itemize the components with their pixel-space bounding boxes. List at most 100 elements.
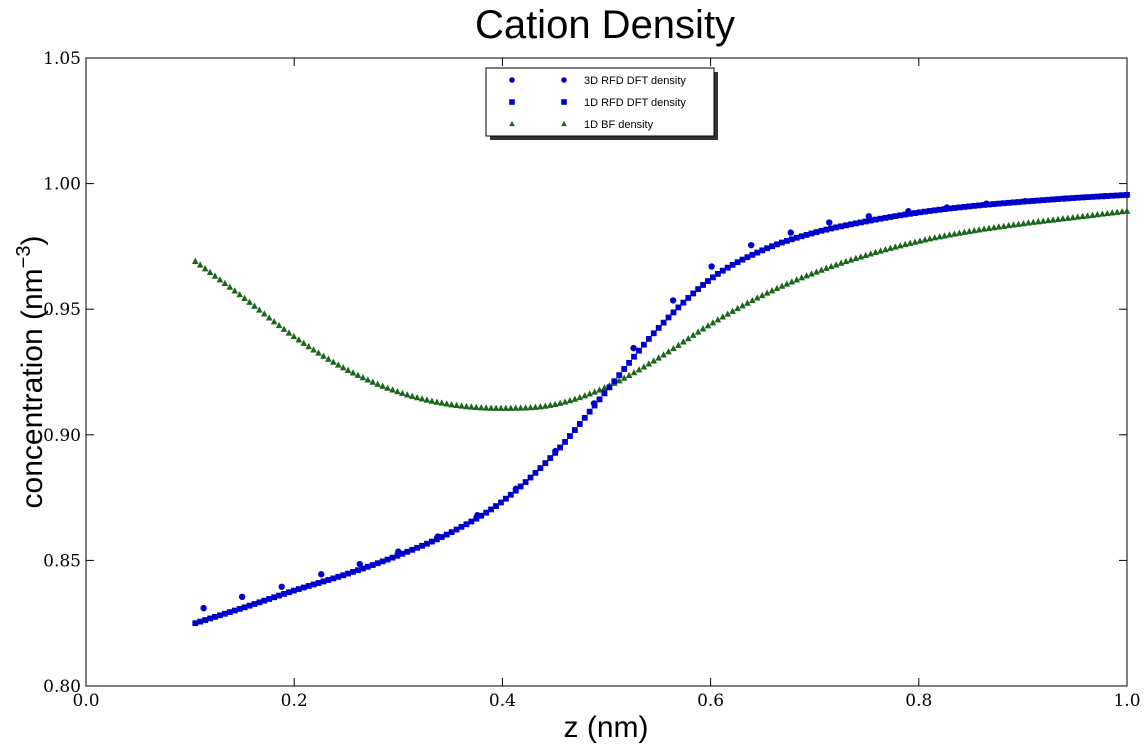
data-point-1d-bf bbox=[961, 228, 968, 235]
data-point-1d-bf bbox=[1049, 216, 1057, 223]
data-point-1d-bf bbox=[1034, 218, 1042, 225]
data-point-1d-bf bbox=[739, 302, 746, 309]
data-point-1d-bf bbox=[615, 377, 623, 384]
legend-box bbox=[485, 67, 715, 137]
data-point-1d-bf bbox=[630, 368, 638, 376]
data-point-1d-rfd bbox=[877, 215, 884, 222]
data-point-1d-bf bbox=[680, 338, 687, 345]
x-tick-label: 0.4 bbox=[489, 691, 516, 711]
data-point-1d-rfd bbox=[478, 512, 485, 519]
data-point-1d-bf bbox=[403, 391, 411, 398]
data-point-1d-rfd bbox=[788, 236, 795, 243]
data-point-3d-rfd bbox=[200, 604, 207, 612]
data-point-1d-bf bbox=[1108, 209, 1116, 216]
data-point-1d-bf bbox=[325, 355, 332, 362]
data-point-1d-bf bbox=[956, 229, 963, 236]
data-point-1d-rfd bbox=[256, 599, 263, 606]
x-tick-label: 0.2 bbox=[281, 691, 308, 711]
data-point-1d-bf bbox=[586, 390, 593, 397]
data-point-1d-bf bbox=[330, 358, 337, 365]
data-point-1d-bf bbox=[295, 336, 303, 343]
data-point-1d-bf bbox=[477, 404, 485, 411]
data-point-1d-rfd bbox=[468, 518, 475, 525]
data-point-1d-bf bbox=[507, 404, 515, 411]
data-point-3d-rfd bbox=[943, 204, 951, 211]
data-point-1d-bf bbox=[359, 374, 367, 381]
data-point-1d-rfd bbox=[823, 226, 830, 233]
data-point-1d-bf bbox=[995, 223, 1003, 230]
chart-title: Cation Density bbox=[475, 3, 735, 47]
data-point-1d-bf bbox=[926, 235, 934, 242]
data-marks bbox=[192, 192, 1131, 627]
data-point-3d-rfd bbox=[630, 344, 637, 352]
data-point-1d-bf bbox=[502, 404, 510, 411]
data-point-1d-rfd bbox=[714, 271, 721, 277]
data-point-1d-rfd bbox=[443, 531, 450, 538]
data-point-1d-rfd bbox=[951, 205, 958, 211]
data-point-1d-bf bbox=[374, 380, 382, 387]
data-point-1d-bf bbox=[458, 402, 465, 409]
data-point-1d-bf bbox=[418, 395, 426, 402]
y-tick-label: 0.95 bbox=[43, 300, 81, 320]
data-point-1d-rfd bbox=[310, 581, 317, 588]
data-point-3d-rfd bbox=[434, 533, 442, 540]
data-point-1d-bf bbox=[946, 231, 953, 238]
data-point-1d-rfd bbox=[1050, 196, 1056, 203]
data-point-1d-rfd bbox=[695, 286, 702, 293]
data-point-1d-rfd bbox=[1109, 192, 1116, 199]
data-point-1d-bf bbox=[911, 238, 919, 245]
data-point-1d-rfd bbox=[921, 208, 928, 215]
data-point-1d-rfd bbox=[290, 587, 297, 594]
data-point-1d-rfd bbox=[335, 573, 342, 580]
data-point-1d-bf bbox=[310, 346, 317, 353]
data-point-1d-bf bbox=[951, 230, 958, 237]
data-point-1d-rfd bbox=[473, 515, 480, 522]
data-point-1d-rfd bbox=[650, 330, 657, 337]
data-point-1d-rfd bbox=[926, 208, 933, 214]
data-point-1d-rfd bbox=[414, 544, 421, 551]
legend: 3D RFD DFT density 1D RFD DFT density 1D B… bbox=[485, 67, 718, 140]
data-point-1d-bf bbox=[625, 371, 633, 379]
data-point-1d-bf bbox=[882, 245, 889, 253]
data-point-1d-rfd bbox=[670, 309, 677, 316]
data-point-1d-bf bbox=[1079, 212, 1086, 220]
y-tick-label: 1.00 bbox=[43, 175, 81, 195]
data-point-1d-bf bbox=[778, 282, 786, 289]
data-point-1d-rfd bbox=[369, 562, 376, 568]
data-point-1d-rfd bbox=[305, 583, 312, 589]
data-point-1d-bf bbox=[1015, 220, 1022, 227]
data-point-1d-rfd bbox=[320, 578, 327, 585]
data-point-3d-rfd bbox=[1061, 195, 1068, 202]
y-axis-label-close: ) bbox=[16, 236, 49, 246]
data-point-1d-rfd bbox=[522, 479, 529, 485]
data-point-1d-rfd bbox=[1040, 197, 1047, 204]
data-point-1d-rfd bbox=[848, 221, 854, 228]
data-point-1d-bf bbox=[670, 344, 677, 352]
data-point-1d-rfd bbox=[458, 524, 465, 530]
data-point-1d-bf bbox=[270, 318, 278, 325]
data-point-1d-bf bbox=[709, 319, 717, 326]
data-point-1d-rfd bbox=[399, 550, 406, 557]
data-point-3d-rfd bbox=[238, 593, 246, 601]
data-point-1d-bf bbox=[512, 404, 520, 411]
data-point-1d-bf bbox=[349, 369, 357, 376]
data-point-1d-rfd bbox=[1094, 193, 1101, 200]
data-point-3d-rfd bbox=[865, 213, 873, 220]
x-tick-label: 0.8 bbox=[905, 691, 932, 711]
data-point-1d-rfd bbox=[389, 554, 396, 561]
data-point-1d-bf bbox=[443, 400, 451, 407]
data-point-1d-rfd bbox=[261, 597, 268, 604]
data-point-1d-bf bbox=[1113, 208, 1121, 215]
data-point-1d-bf bbox=[468, 403, 475, 410]
data-point-1d-rfd bbox=[502, 495, 509, 502]
data-point-1d-rfd bbox=[798, 233, 805, 240]
data-point-1d-rfd bbox=[719, 267, 726, 274]
data-point-1d-rfd bbox=[360, 565, 366, 572]
data-point-1d-bf bbox=[813, 268, 820, 275]
data-point-3d-rfd bbox=[669, 297, 677, 304]
data-point-1d-rfd bbox=[453, 526, 460, 533]
data-point-1d-bf bbox=[892, 243, 899, 250]
data-point-1d-bf bbox=[472, 403, 480, 411]
data-point-1d-bf bbox=[497, 404, 505, 411]
data-point-1d-bf bbox=[344, 366, 352, 373]
